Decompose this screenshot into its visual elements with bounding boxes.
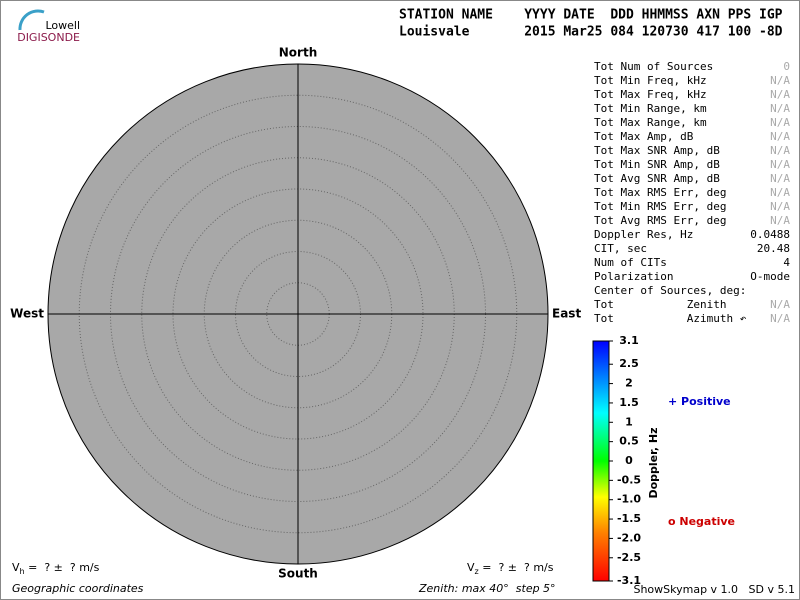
stat-label: Doppler Res, Hz (594, 228, 693, 241)
stat-value: N/A (770, 214, 790, 227)
colorbar-tick-label: 3.1 (619, 334, 639, 347)
colorbar-tick-label: 2 (625, 377, 633, 390)
stat-label: Tot Max Freq, kHz (594, 88, 707, 101)
stat-value: N/A (770, 200, 790, 213)
velocity-sub: z (475, 567, 479, 576)
colorbar-label: Doppler, Hz (647, 427, 660, 498)
colorbar-tick-label: -2.0 (617, 531, 641, 544)
stat-value: N/A (770, 312, 790, 325)
colorbar-tick-label: -1.0 (617, 493, 641, 506)
header-line: STATION NAME YYYY DATE DDD HHMMSS AXN PP… (399, 8, 783, 23)
velocity: Vz = ? ± ? m/s (467, 561, 554, 576)
stat-label: Tot Zenith (594, 298, 726, 311)
compass-label: East (552, 307, 581, 321)
velocity: Vh = ? ± ? m/s (12, 561, 100, 576)
colorbar (592, 340, 610, 582)
compass-label: West (10, 307, 44, 321)
stat-label: CIT, sec (594, 242, 647, 255)
stat-value: 4 (783, 256, 790, 269)
velocity-symbol: V (467, 561, 475, 574)
compass-label: South (278, 567, 318, 581)
stat-label: Polarization (594, 270, 673, 283)
stat-value: N/A (770, 298, 790, 311)
stat-value: N/A (770, 116, 790, 129)
stat-label: Tot Max SNR Amp, dB (594, 144, 720, 157)
legend-entry: + Positive (668, 395, 731, 408)
stat-label: Tot Avg SNR Amp, dB (594, 172, 720, 185)
colorbar-tick-label: -3.1 (617, 574, 641, 587)
stat-label: Center of Sources, deg: (594, 284, 746, 297)
colorbar-tick-label: -1.5 (617, 512, 641, 525)
logo-arc (18, 9, 45, 31)
colorbar-tick-label: 0 (625, 454, 633, 467)
stat-label: Tot Max Amp, dB (594, 130, 694, 143)
logo-top: Lowell (45, 19, 80, 32)
stat-value: 20.48 (757, 242, 790, 255)
header-line: Louisvale 2015 Mar25 084 120730 417 100 … (399, 25, 783, 40)
velocity-text: = ? ± ? m/s (25, 561, 100, 574)
colorbar-tick-label: 2.5 (619, 357, 639, 370)
velocity-sub: h (20, 567, 25, 576)
compass-label: North (279, 46, 317, 60)
stat-label: Tot Min Range, km (594, 102, 707, 115)
stat-value: N/A (770, 172, 790, 185)
stat-value: N/A (770, 144, 790, 157)
stat-value: N/A (770, 74, 790, 87)
stat-value: O-mode (750, 270, 790, 283)
velocity-symbol: V (12, 561, 20, 574)
stat-value: N/A (770, 186, 790, 199)
zenith-note: Zenith: max 40° step 5° (418, 582, 556, 595)
colorbar-tick-label: 1.5 (619, 396, 639, 409)
stat-label: Tot Max RMS Err, deg (594, 186, 726, 199)
stat-value: 0.0488 (750, 228, 790, 241)
stat-label: Tot Avg RMS Err, deg (594, 214, 726, 227)
logo-bottom: DIGISONDE (17, 31, 80, 44)
stat-label: Num of CITs (594, 256, 667, 269)
colorbar-tick-label: -2.5 (617, 551, 641, 564)
colorbar-tick-label: -0.5 (617, 473, 641, 486)
stat-value: N/A (770, 130, 790, 143)
stat-value: 0 (783, 60, 790, 73)
stat-label: Tot Azimuth ↶ (594, 312, 747, 325)
colorbar-tick-label: 0.5 (619, 435, 639, 448)
stat-value: N/A (770, 102, 790, 115)
legend-entry: o Negative (668, 515, 735, 528)
version: ShowSkymap v 1.0 SD v 5.1 (633, 583, 795, 596)
stat-value: N/A (770, 88, 790, 101)
stat-label: Tot Min RMS Err, deg (594, 200, 726, 213)
stat-label: Tot Min SNR Amp, dB (594, 158, 720, 171)
stat-label: Tot Num of Sources (594, 60, 713, 73)
velocity-text: = ? ± ? m/s (479, 561, 554, 574)
stat-label: Tot Min Freq, kHz (594, 74, 707, 87)
stat-value: N/A (770, 158, 790, 171)
stat-label: Tot Max Range, km (594, 116, 707, 129)
colorbar-tick-label: 1 (625, 415, 633, 428)
coords-note: Geographic coordinates (12, 582, 144, 595)
